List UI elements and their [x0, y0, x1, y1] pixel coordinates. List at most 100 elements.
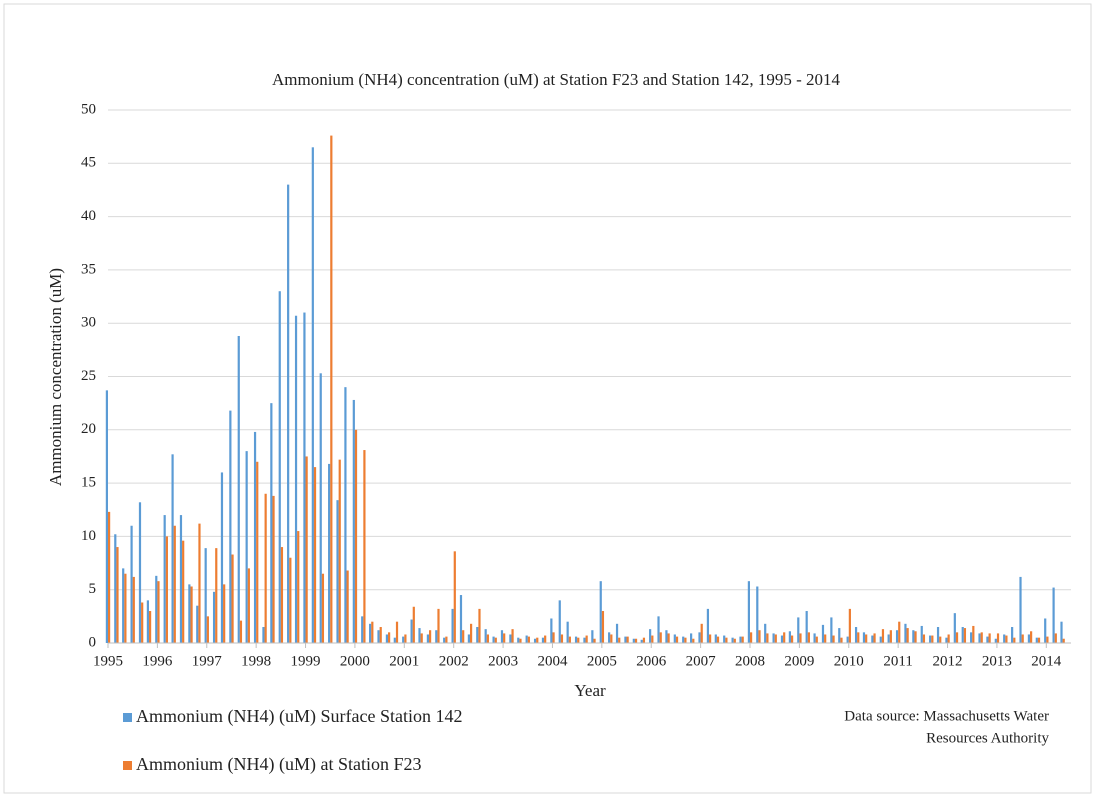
- bar: [1005, 635, 1008, 643]
- legend-swatch: [123, 761, 132, 770]
- bar: [305, 456, 308, 643]
- bar: [709, 634, 712, 643]
- bar: [157, 581, 160, 643]
- bar: [328, 463, 331, 643]
- bar: [503, 633, 506, 643]
- x-tick-label: 2010: [834, 653, 864, 669]
- bar: [774, 634, 777, 643]
- bar: [196, 605, 199, 643]
- bar: [673, 634, 676, 643]
- bar: [179, 515, 183, 643]
- x-tick-label: 2002: [439, 653, 469, 669]
- bar: [577, 637, 580, 643]
- bar: [698, 632, 701, 643]
- bar: [264, 493, 267, 643]
- bar: [632, 638, 635, 643]
- bar: [511, 629, 514, 643]
- bar: [980, 632, 983, 643]
- bar: [395, 621, 399, 643]
- bar: [649, 629, 652, 643]
- bar: [155, 575, 158, 643]
- bar: [1062, 638, 1065, 643]
- y-axis-label: Ammonium concentration (uM): [46, 268, 65, 486]
- bar: [922, 634, 926, 643]
- x-tick-label: 2009: [784, 653, 814, 669]
- y-tick-label: 35: [81, 261, 96, 277]
- bar: [706, 608, 710, 643]
- bar: [591, 630, 594, 643]
- bar: [634, 638, 638, 643]
- bar: [873, 633, 876, 643]
- bar: [105, 390, 108, 643]
- bar: [904, 623, 907, 643]
- x-tick-label: 2007: [686, 653, 717, 669]
- bar: [393, 637, 396, 643]
- bar: [346, 570, 349, 643]
- bar: [420, 633, 423, 643]
- bar: [212, 591, 216, 643]
- bar: [865, 634, 868, 643]
- bar: [262, 627, 265, 643]
- bar: [790, 635, 794, 643]
- bar: [459, 595, 463, 643]
- bar: [939, 636, 942, 643]
- bar: [517, 637, 520, 643]
- bar: [963, 628, 967, 643]
- bar: [171, 454, 174, 643]
- bar: [1060, 621, 1063, 643]
- y-tick-label: 40: [81, 208, 96, 224]
- legend-label: Ammonium (NH4) (uM) at Station F23: [136, 754, 422, 775]
- bar: [610, 634, 613, 643]
- bar: [190, 586, 193, 643]
- bar: [303, 312, 306, 643]
- y-tick-label: 45: [81, 155, 96, 171]
- bar: [684, 637, 687, 643]
- bar: [426, 634, 429, 643]
- bar: [838, 628, 841, 643]
- bar: [879, 636, 882, 643]
- bar: [716, 636, 720, 643]
- x-tick-label: 1998: [241, 653, 271, 669]
- bar: [758, 630, 761, 643]
- y-tick-label: 5: [89, 581, 97, 597]
- bar: [204, 548, 207, 643]
- bar: [338, 459, 341, 643]
- bar: [509, 634, 512, 643]
- bar: [287, 184, 290, 643]
- bar: [1021, 634, 1024, 643]
- bar: [132, 576, 135, 643]
- bar: [988, 633, 991, 643]
- x-tick-label: 2000: [340, 653, 370, 669]
- bar: [690, 633, 693, 643]
- bar: [270, 403, 273, 643]
- bar: [626, 636, 629, 643]
- bar: [500, 630, 504, 643]
- bar: [223, 584, 226, 643]
- chart-title: Ammonium (NH4) concentration (uM) at Sta…: [272, 70, 841, 89]
- bar: [462, 630, 465, 643]
- bar: [805, 611, 808, 643]
- bar: [256, 461, 259, 643]
- bar: [857, 632, 860, 643]
- bar: [492, 636, 495, 643]
- bar: [813, 633, 816, 643]
- bar: [1035, 637, 1038, 643]
- bar: [593, 638, 596, 643]
- bar: [188, 584, 191, 643]
- bar: [311, 147, 314, 643]
- bar: [363, 450, 366, 643]
- bar: [714, 634, 717, 643]
- bar: [297, 531, 300, 643]
- bar: [1030, 631, 1033, 643]
- bar: [272, 495, 275, 643]
- bar: [494, 637, 497, 643]
- bar: [830, 617, 833, 643]
- bar: [667, 633, 670, 643]
- bar: [692, 638, 695, 643]
- bar: [848, 608, 851, 643]
- bar: [253, 431, 257, 643]
- bar: [601, 611, 605, 643]
- bar: [783, 632, 786, 643]
- bar: [544, 635, 547, 643]
- legend-swatch: [123, 713, 132, 722]
